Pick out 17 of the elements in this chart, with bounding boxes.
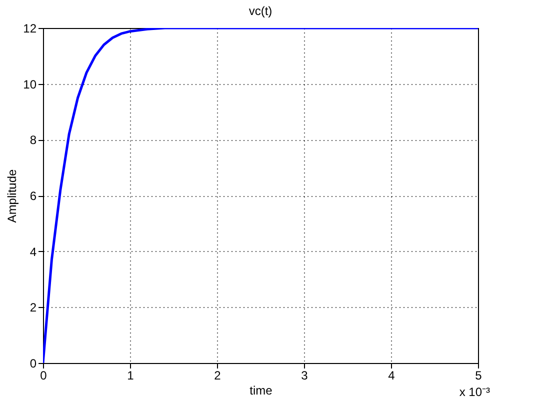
y-tick-label: 8 bbox=[30, 133, 37, 148]
x-tick-label: 5 bbox=[475, 368, 482, 382]
x-tick-label: 2 bbox=[214, 368, 222, 382]
x-tick-label: 4 bbox=[388, 368, 396, 382]
x-tick-label: 3 bbox=[301, 368, 308, 382]
chart-title: vc(t) bbox=[248, 4, 272, 18]
x-tick-label: 0 bbox=[40, 368, 48, 382]
y-axis-title: Amplitude bbox=[5, 169, 20, 223]
y-tick-label: 4 bbox=[30, 244, 37, 259]
y-tick-label: 6 bbox=[30, 189, 37, 203]
y-tick-label: 0 bbox=[30, 356, 37, 370]
x-tick-label: 1 bbox=[127, 368, 134, 382]
y-tick-label: 2 bbox=[30, 300, 37, 315]
y-tick-label: 12 bbox=[23, 22, 37, 36]
x-axis-title: time bbox=[250, 384, 273, 398]
y-tick-label: 10 bbox=[23, 77, 37, 92]
text: x 10⁻³ bbox=[459, 385, 490, 399]
